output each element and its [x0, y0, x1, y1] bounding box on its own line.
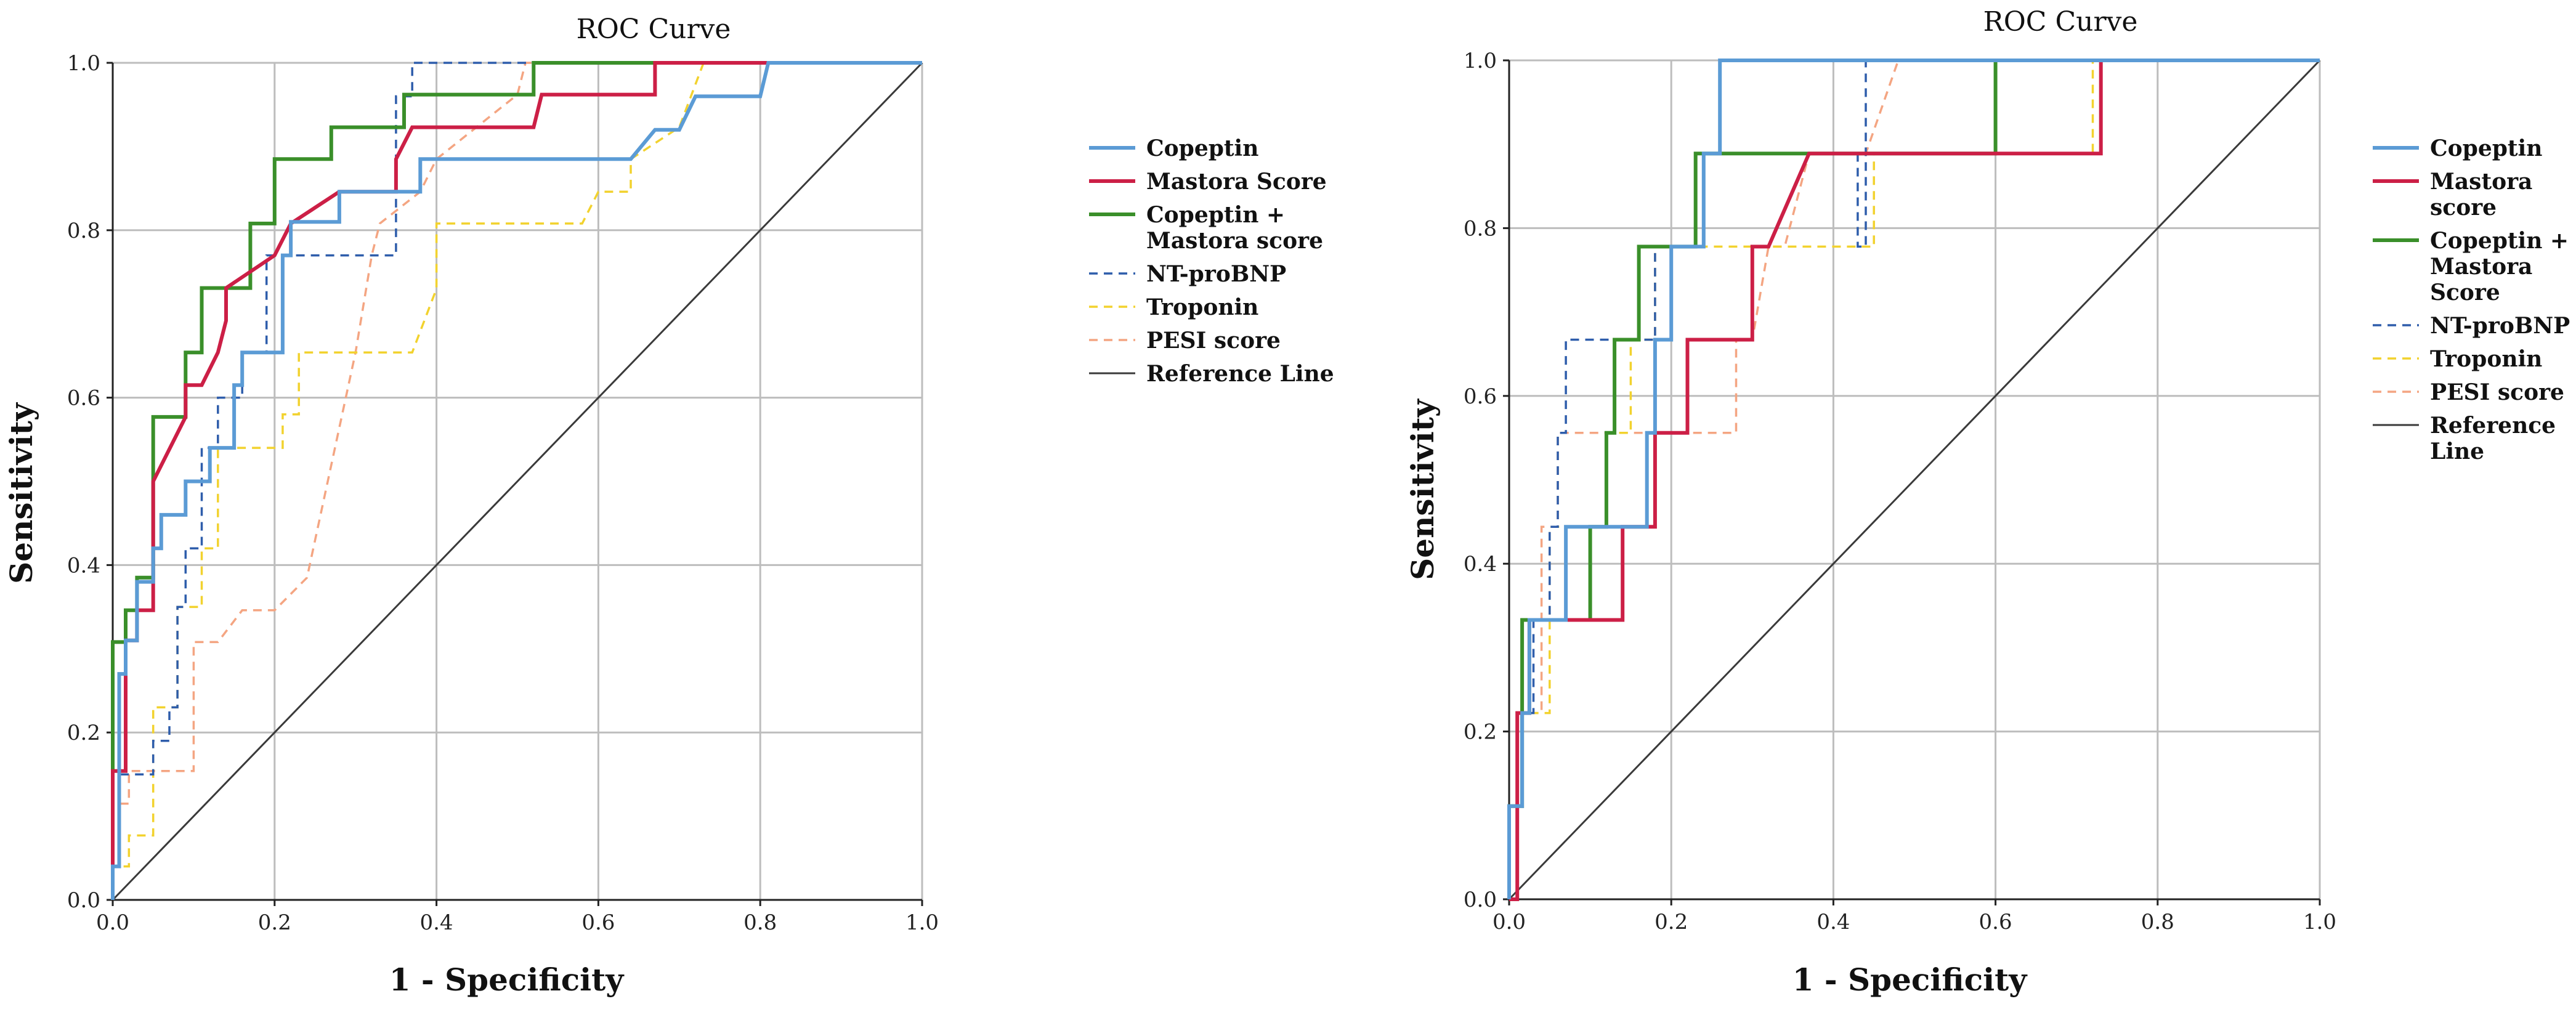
x-tick-label: 0.0 [1493, 910, 1526, 934]
y-tick-label: 0.8 [67, 219, 100, 243]
series-line-copeptin-mastora-score [1507, 59, 2320, 899]
legend-label: Mastora score [1146, 228, 1323, 254]
x-tick-label: 0.6 [581, 910, 615, 935]
series-line-copeptin [111, 61, 922, 900]
x-tick-label: 0.4 [420, 910, 453, 935]
x-tick-label: 0.2 [1655, 910, 1688, 934]
legend-item: Reference Line [1089, 361, 1334, 387]
y-axis-label: Sensitivity [1404, 398, 1441, 580]
x-tick-label: 1.0 [2303, 910, 2336, 934]
y-tick-label: 1.0 [67, 51, 100, 76]
legend-label: Copeptin [2430, 136, 2542, 161]
legend-item: Copeptin [1089, 136, 1258, 161]
series-line-reference-line [111, 62, 923, 901]
y-tick-label: 0.4 [1464, 552, 1497, 577]
y-tick-label: 0.0 [67, 888, 100, 913]
x-axis-label: 1 - Specificity [1792, 961, 2028, 998]
legend-item: Mastora Score [1089, 169, 1327, 195]
y-axis-label: Sensitivity [3, 402, 39, 584]
chart-title: ROC Curve [577, 14, 731, 45]
y-tick-label: 0.8 [1464, 216, 1497, 241]
y-tick-label: 0.4 [67, 553, 100, 578]
legend-item: NT-proBNP [1089, 261, 1286, 287]
legend-item: PESI score [1089, 328, 1281, 354]
y-tick-label: 1.0 [1464, 49, 1497, 73]
legend-item: PESI score [2373, 379, 2564, 405]
x-tick-label: 0.8 [743, 910, 777, 935]
series-line-copeptin-mastora-score [111, 61, 922, 900]
legend-item: Copeptin +Mastora score [1089, 202, 1323, 254]
series-line-pesi-score [111, 62, 922, 900]
x-tick-label: 1.0 [905, 910, 939, 935]
legend-label: Troponin [2430, 346, 2542, 372]
y-tick-label: 0.6 [67, 386, 100, 411]
legend-label: Mastora Score [1146, 169, 1327, 195]
legend-label: Copeptin [1146, 136, 1258, 161]
chart-title: ROC Curve [1983, 6, 2138, 38]
legend-label: NT-proBNP [2430, 313, 2570, 339]
y-tick-label: 0.2 [67, 721, 100, 745]
x-tick-label: 0.6 [1979, 910, 2012, 934]
legend-label: Line [2430, 439, 2484, 464]
x-tick-label: 0.2 [258, 910, 291, 935]
legend-label: NT-proBNP [1146, 261, 1286, 287]
x-axis-label: 1 - Specificity [389, 961, 625, 998]
series-line-troponin [111, 62, 922, 900]
legend-item: Troponin [1089, 294, 1258, 320]
legend-label: Score [2430, 280, 2500, 306]
legend-label: Copeptin + [1146, 202, 1285, 228]
legend-label: Mastora [2430, 169, 2532, 195]
y-tick-label: 0.6 [1464, 384, 1497, 409]
legend-label: score [2430, 195, 2497, 221]
legend-label: PESI score [2430, 379, 2564, 405]
x-tick-label: 0.4 [1817, 910, 1850, 934]
roc-chart-right: ROC Curve 1 - Specificity Sensitivity 0.… [1404, 6, 2570, 998]
legend-item: Copeptin [2373, 136, 2542, 161]
legend-label: Reference Line [1146, 361, 1334, 387]
legend-label: PESI score [1146, 328, 1281, 354]
series-line-reference-line [1508, 59, 2321, 901]
legend-item: Troponin [2373, 346, 2542, 372]
y-tick-label: 0.0 [1464, 888, 1497, 912]
legend-label: Reference [2430, 413, 2556, 439]
legend-label: Troponin [1146, 294, 1258, 320]
legend-item: NT-proBNP [2373, 313, 2570, 339]
roc-chart-left: ROC Curve 1 - Specificity Sensitivity 0.… [3, 14, 1334, 998]
legend-label: Copeptin + [2430, 228, 2569, 254]
x-tick-label: 0.8 [2141, 910, 2174, 934]
legend-label: Mastora [2430, 254, 2532, 280]
series-line-copeptin [1507, 59, 2320, 899]
y-tick-label: 0.2 [1464, 720, 1497, 745]
x-tick-label: 0.0 [96, 910, 129, 935]
legend: Copeptin Mastora Score Copeptin +Mastora s… [1089, 136, 1334, 387]
